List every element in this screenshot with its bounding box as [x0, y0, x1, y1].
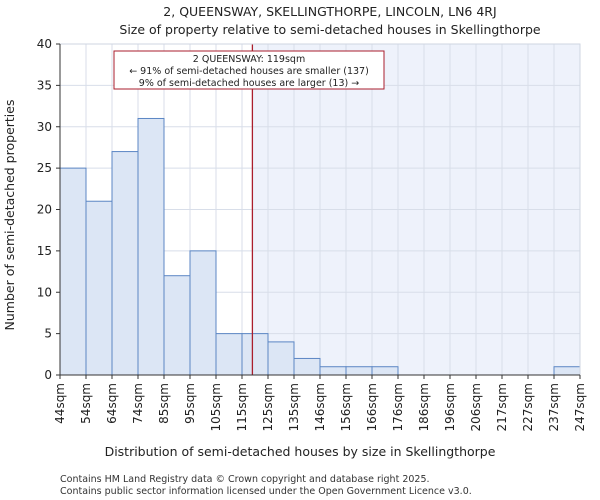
y-axis: 0 5 10 15 20 25 30 35 40 — [37, 37, 61, 382]
bar-44sqm — [59, 167, 87, 376]
y-tick-label: 40 — [37, 37, 52, 51]
bars — [59, 117, 581, 376]
x-tick-label: 115sqm — [235, 383, 249, 431]
x-tick-label: 196sqm — [443, 383, 457, 431]
bar-95sqm — [189, 250, 217, 376]
y-tick-label: 0 — [44, 368, 52, 382]
annotation-line2: ← 91% of semi-detached houses are smalle… — [129, 66, 369, 77]
x-tick-label: 44sqm — [53, 383, 67, 424]
annotation-line1: 2 QUEENSWAY: 119sqm — [193, 54, 305, 65]
annotation-rect — [113, 50, 385, 90]
bar-54sqm — [85, 200, 113, 376]
annotation-line3: 9% of semi-detached houses are larger (1… — [139, 78, 359, 89]
x-tick-label: 166sqm — [365, 383, 379, 431]
y-tick-label: 10 — [37, 285, 52, 299]
y-axis-label: Number of semi-detached properties — [2, 100, 17, 331]
x-tick-label: 247sqm — [573, 383, 587, 431]
y-tick-label: 25 — [37, 161, 52, 175]
y-tick-label: 20 — [37, 203, 52, 217]
x-tick-label: 156sqm — [339, 383, 353, 431]
x-tick-label: 237sqm — [547, 383, 561, 431]
x-tick-label: 64sqm — [105, 383, 119, 424]
bar-115sqm — [241, 333, 269, 376]
bar-64sqm — [111, 151, 139, 376]
x-tick-label: 146sqm — [313, 383, 327, 431]
bar-105sqm — [215, 333, 243, 376]
x-tick-label: 95sqm — [183, 383, 197, 424]
x-tick-label: 206sqm — [469, 383, 483, 431]
footer-line2: Contains public sector information licen… — [60, 486, 472, 497]
x-tick-label: 135sqm — [287, 383, 301, 431]
x-tick-label: 217sqm — [495, 383, 509, 431]
bar-166sqm — [371, 366, 399, 376]
bar-146sqm — [319, 366, 347, 376]
bar-156sqm — [345, 366, 373, 376]
x-tick-label: 176sqm — [391, 383, 405, 431]
bar-135sqm — [293, 357, 321, 376]
y-tick-label: 15 — [37, 244, 52, 258]
y-tick-label: 5 — [44, 327, 52, 341]
x-tick-label: 85sqm — [157, 383, 171, 424]
annotation-box: 2 QUEENSWAY: 119sqm ← 91% of semi-detach… — [113, 50, 385, 90]
y-tick-label: 35 — [37, 78, 52, 92]
bar-237sqm — [553, 366, 581, 376]
x-tick-label: 125sqm — [261, 383, 275, 431]
chart-title-line1: 2, QUEENSWAY, SKELLINGTHORPE, LINCOLN, L… — [163, 4, 496, 19]
plot-area: 2 QUEENSWAY: 119sqm ← 91% of semi-detach… — [37, 37, 587, 431]
x-tick-label: 105sqm — [209, 383, 223, 431]
x-tick-label: 74sqm — [131, 383, 145, 424]
x-axis-label: Distribution of semi-detached houses by … — [105, 444, 496, 459]
bar-125sqm — [267, 341, 295, 376]
bar-85sqm — [163, 275, 191, 376]
footer-line1: Contains HM Land Registry data © Crown c… — [60, 474, 430, 485]
x-tick-label: 54sqm — [79, 383, 93, 424]
chart-title-line2: Size of property relative to semi-detach… — [119, 22, 541, 37]
bar-74sqm — [137, 117, 165, 376]
x-tick-label: 227sqm — [521, 383, 535, 431]
x-tick-label: 186sqm — [417, 383, 431, 431]
x-axis: 44sqm 54sqm 64sqm 74sqm 85sqm 95sqm 105sqm 115s… — [53, 374, 587, 431]
y-tick-label: 30 — [37, 120, 52, 134]
